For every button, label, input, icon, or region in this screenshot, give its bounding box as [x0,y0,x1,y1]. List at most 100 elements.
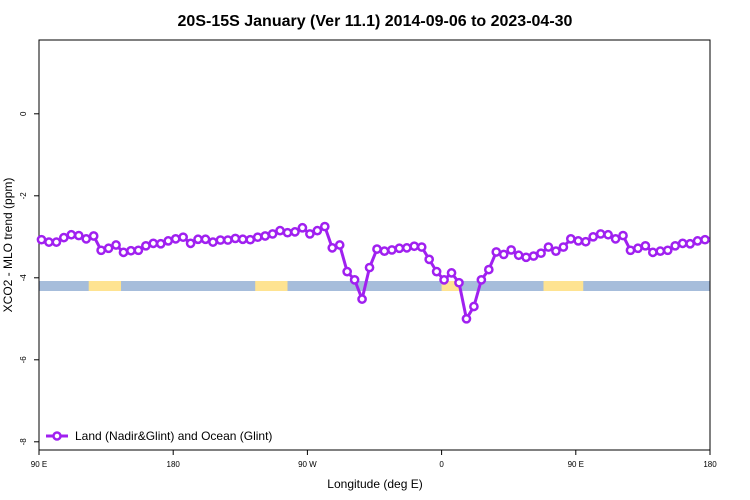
data-point [454,277,464,288]
data-point [223,235,233,245]
series-land-ocean [36,221,710,324]
data-point [476,275,487,285]
data-point [394,243,405,254]
data-point [312,225,323,236]
data-point [245,234,256,245]
data-point [126,245,136,256]
data-point [133,245,144,256]
data-point [662,245,673,256]
x-tick-label: 180 [703,460,717,469]
data-point [290,227,300,237]
data-point [178,232,188,243]
data-point [148,238,159,249]
data-point [193,234,203,245]
y-axis-label: XCO2 - MLO trend (ppm) [1,178,15,313]
land-band-segment [543,281,584,291]
data-point [208,237,218,247]
chart-title: 20S-15S January (Ver 11.1) 2014-09-06 to… [178,13,573,30]
legend-marker-swatch [52,431,62,441]
y-tick-label: -6 [19,356,28,364]
data-point [551,246,561,256]
data-point [81,234,92,244]
data-point [267,229,278,239]
data-point [59,232,69,243]
legend-label: Land (Nadir&Glint) and Ocean (Glint) [75,429,272,443]
data-point [275,225,285,236]
x-tick-label: 90 E [31,460,47,469]
x-axis: 90 E 180 90 W 0 90 E 180 [31,450,717,469]
data-point [469,301,479,312]
data-point [282,227,293,238]
data-point [543,242,554,252]
data-point [446,268,457,278]
data-point [379,246,390,256]
data-point [163,236,174,246]
data-point [401,243,412,253]
data-point [580,236,591,247]
data-point [305,229,315,239]
data-point [633,243,643,254]
data-point [588,231,599,242]
data-point [610,234,621,244]
y-axis: 0 -2 -4 -6 -8 [19,111,39,445]
data-point [185,238,196,249]
data-point [625,245,636,256]
data-point [36,234,47,245]
data-point [536,248,546,259]
data-point [334,240,345,250]
data-point [155,238,166,249]
data-point [521,252,531,263]
data-point [44,237,54,247]
x-tick-label: 90 W [298,460,317,469]
data-point [439,275,449,285]
data-point [200,234,211,245]
data-point [618,230,628,241]
data-point [595,229,606,239]
data-point [461,313,472,324]
data-point [431,266,442,277]
x-tick-label: 0 [439,460,444,469]
data-point [111,240,121,250]
data-point [692,236,703,246]
data-point [677,238,688,249]
x-tick-label: 90 E [568,460,584,469]
data-point [364,262,375,273]
data-point [141,240,151,251]
data-point [670,240,681,251]
data-point [528,251,539,261]
data-point [319,221,330,232]
data-point [327,243,338,253]
data-point [558,242,569,252]
data-point [349,275,360,285]
data-point [66,229,77,240]
land-band-segment [88,281,122,291]
x-axis-label: Longitude (deg E) [327,477,422,491]
y-tick-label: -8 [19,438,28,446]
data-point [603,229,613,240]
data-point [51,237,62,247]
y-tick-label: -2 [19,192,28,200]
land-band-segment [255,281,288,291]
surface-band [39,281,710,291]
data-point [252,232,263,243]
data-point [372,244,382,254]
y-tick-label: -4 [19,274,28,282]
data-point [118,247,129,258]
data-point [685,238,695,249]
data-point [409,241,420,252]
legend: Land (Nadir&Glint) and Ocean (Glint) [46,429,272,443]
data-point [357,294,367,304]
data-point [88,231,99,241]
data-point [424,254,435,265]
data-point [513,250,524,261]
data-point [573,236,584,246]
data-point [215,235,226,245]
data-point [655,246,666,256]
data-point [260,231,271,241]
data-point [700,234,710,245]
data-point [237,234,248,245]
plot-frame [38,39,711,451]
y-tick-label: 0 [19,111,28,116]
x-tick-label: 180 [167,460,181,469]
